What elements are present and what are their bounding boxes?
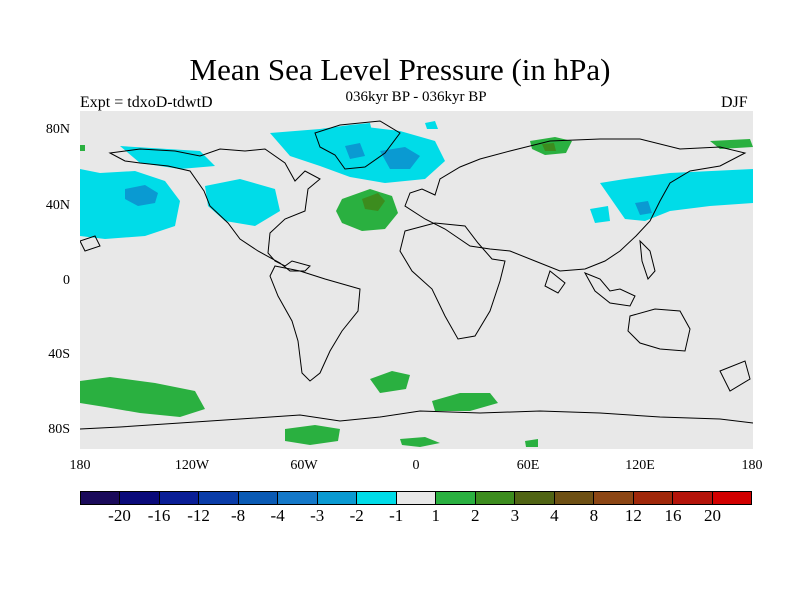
colorbar-swatch <box>159 492 200 504</box>
lat-label-80n: 80N <box>45 122 70 137</box>
colorbar-swatch <box>81 492 121 504</box>
colorbar-swatch <box>278 492 318 504</box>
positive-anomaly-regions <box>80 137 753 447</box>
coastlines <box>80 120 753 430</box>
lat-label-40n: 40N <box>45 198 70 213</box>
colorbar-swatch <box>238 492 279 504</box>
colorbar-swatch <box>357 492 397 504</box>
colorbar-label: 1 <box>431 506 441 525</box>
colorbar-label: 3 <box>510 506 520 525</box>
lon-label-180e: 180 <box>741 458 763 473</box>
colorbar-label: -16 <box>147 506 171 525</box>
colorbar-label: -8 <box>231 506 246 525</box>
negative-anomaly-regions <box>80 121 753 239</box>
lat-label-0: 0 <box>63 273 70 288</box>
colorbar-swatch <box>673 492 713 504</box>
colorbar-label: -20 <box>108 506 131 525</box>
colorbar-label: -4 <box>270 506 285 525</box>
lon-label-120e: 120E <box>625 458 655 473</box>
colorbar-swatch <box>515 492 555 504</box>
lat-label-80s: 80S <box>48 422 70 437</box>
lon-label-120w: 120W <box>174 458 210 473</box>
colorbar-swatch <box>594 492 634 504</box>
colorbar-label: 20 <box>703 506 721 525</box>
lon-label-60e: 60E <box>516 458 540 473</box>
colorbar-swatch <box>396 492 437 504</box>
pressure-anomaly-map <box>80 111 753 449</box>
colorbar-label: 16 <box>664 506 682 525</box>
colorbar-swatch <box>554 492 595 504</box>
map-title: Mean Sea Level Pressure (in hPa) <box>189 52 611 87</box>
lon-label-0: 0 <box>412 458 420 473</box>
experiment-label: Expt = tdxoD-tdwtD <box>80 94 213 111</box>
colorbar-swatch <box>633 492 674 504</box>
colorbar-label: -3 <box>310 506 325 525</box>
season-label: DJF <box>721 94 748 111</box>
colorbar-swatch <box>436 492 476 504</box>
lon-label-180w: 180 <box>69 458 91 473</box>
colorbar <box>80 491 752 505</box>
colorbar-label: -12 <box>187 506 210 525</box>
colorbar-swatch <box>317 492 358 504</box>
colorbar-label: -1 <box>389 506 404 525</box>
colorbar-label: 12 <box>624 506 642 525</box>
colorbar-label: -2 <box>349 506 364 525</box>
colorbar-label: 2 <box>471 506 480 525</box>
lon-label-60w: 60W <box>290 458 318 473</box>
lat-label-40s: 40S <box>48 347 70 362</box>
colorbar-label: 4 <box>550 506 559 525</box>
colorbar-swatch <box>120 492 160 504</box>
colorbar-swatch <box>712 492 751 504</box>
colorbar-swatch <box>475 492 516 504</box>
map-subtitle: 036kyr BP - 036kyr BP <box>345 89 487 105</box>
colorbar-label: 8 <box>589 506 599 525</box>
colorbar-swatch <box>199 492 239 504</box>
